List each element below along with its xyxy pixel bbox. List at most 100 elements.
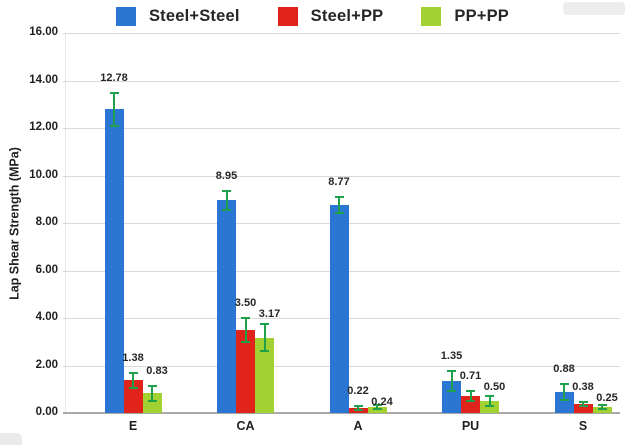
error-bar-stem <box>488 395 491 408</box>
y-tick-label: 16.00 <box>29 26 58 38</box>
gridline <box>63 175 620 177</box>
error-bar-stem <box>563 383 565 402</box>
bar-steel-pp <box>236 329 255 413</box>
error-bar-cap-top <box>597 404 607 407</box>
error-bar-cap-top <box>466 390 475 393</box>
error-bar-stem <box>376 404 378 411</box>
error-bar-cap-top <box>334 195 344 198</box>
error-bar-cap-bottom <box>241 340 250 343</box>
x-category-label: PU <box>461 419 480 433</box>
gridline <box>63 33 620 34</box>
error-bar-cap-bottom <box>353 408 363 411</box>
error-bar-stem <box>357 404 359 411</box>
bar-steel-steel <box>217 200 236 413</box>
data-label: 1.35 <box>440 350 463 363</box>
x-category-label: S <box>578 419 588 433</box>
bar-steel-steel <box>104 109 124 413</box>
error-bar-stem <box>244 316 247 343</box>
error-bar-cap-bottom <box>222 209 231 212</box>
bar-steel-pp <box>123 380 143 413</box>
error-bar-cap-top <box>578 400 588 403</box>
error-bar-cap-top <box>447 370 456 373</box>
error-bar-stem <box>469 390 472 403</box>
error-bar-cap-top <box>372 404 382 407</box>
bar-pp-pp <box>367 407 387 413</box>
data-label: 3.17 <box>258 307 281 320</box>
data-label: 0.22 <box>347 384 369 397</box>
bar-pp-pp <box>480 401 499 413</box>
bar-pp-pp <box>592 407 612 413</box>
error-bar-cap-bottom <box>260 349 269 352</box>
error-bar-cap-bottom <box>597 407 607 410</box>
y-tick-label: 4.00 <box>35 311 58 323</box>
legend-label: Steel+Steel <box>148 6 240 25</box>
bar-pp-pp <box>142 393 162 413</box>
error-bar-cap-top <box>485 395 494 398</box>
bar-steel-steel <box>554 392 574 413</box>
error-bar-cap-bottom <box>447 389 456 392</box>
error-bar-cap-bottom <box>109 124 119 127</box>
bar-steel-steel <box>329 204 349 413</box>
data-label: 0.50 <box>483 381 506 394</box>
bar-steel-pp <box>461 396 480 413</box>
error-bar-stem <box>113 92 115 127</box>
data-label: 8.77 <box>328 175 350 188</box>
error-bar-cap-bottom <box>559 399 569 402</box>
data-label: 0.71 <box>459 370 482 383</box>
error-bar-stem <box>132 371 134 389</box>
legend-item: Steel+Steel <box>115 6 240 26</box>
y-tick-label: 2.00 <box>35 358 58 371</box>
x-category-label: CA <box>236 419 255 433</box>
y-tick-label: 14.00 <box>29 73 58 86</box>
data-label: 8.95 <box>215 169 238 182</box>
data-label: 0.24 <box>371 395 393 408</box>
legend-label: PP+PP <box>454 6 510 25</box>
error-bar-stem <box>338 195 340 214</box>
legend-swatch-icon <box>115 6 136 26</box>
y-tick-label: 12.00 <box>29 121 58 133</box>
bar-steel-pp <box>573 403 593 413</box>
chart-legend: Steel+Steel Steel+PP PP+PP <box>0 3 625 29</box>
data-label: 1.38 <box>122 351 144 364</box>
error-bar-cap-top <box>128 371 138 374</box>
data-label: 0.83 <box>146 364 168 377</box>
error-bar-stem <box>601 404 603 410</box>
x-category-label: A <box>353 419 363 433</box>
error-bar-stem <box>582 400 584 408</box>
gridline <box>63 80 620 82</box>
y-tick-label: 0.00 <box>35 406 58 418</box>
data-label: 3.50 <box>234 296 257 309</box>
error-bar-cap-bottom <box>466 400 475 403</box>
error-bar-cap-bottom <box>128 386 138 389</box>
data-label: 0.38 <box>572 380 594 393</box>
error-bar-stem <box>151 384 153 402</box>
data-label: 0.88 <box>553 363 575 376</box>
gridline <box>63 128 620 129</box>
data-label: 12.78 <box>100 72 128 85</box>
error-bar-cap-bottom <box>372 408 382 411</box>
legend-item: PP+PP <box>421 6 510 26</box>
error-bar-cap-bottom <box>147 399 157 402</box>
legend-swatch-icon <box>421 6 442 26</box>
y-tick-label: 10.00 <box>29 168 58 181</box>
error-bar-cap-top <box>241 316 250 319</box>
y-tick-label: 8.00 <box>35 216 58 228</box>
error-bar-cap-bottom <box>485 405 494 408</box>
bar-steel-steel <box>442 380 461 413</box>
error-bar-cap-top <box>109 92 119 95</box>
error-bar-stem <box>225 189 228 212</box>
legend-label: Steel+PP <box>310 6 384 25</box>
error-bar-cap-top <box>559 383 569 386</box>
error-bar-cap-bottom <box>578 405 588 408</box>
error-bar-cap-top <box>353 404 363 407</box>
legend-swatch-icon <box>277 6 298 26</box>
error-bar-cap-top <box>147 384 157 387</box>
gridline <box>63 412 620 414</box>
page-edge-artifact-bottom-left <box>0 433 22 445</box>
x-category-label: E <box>128 419 138 433</box>
error-bar-cap-bottom <box>334 211 344 214</box>
error-bar-stem <box>450 370 453 392</box>
error-bar-stem <box>263 323 266 352</box>
